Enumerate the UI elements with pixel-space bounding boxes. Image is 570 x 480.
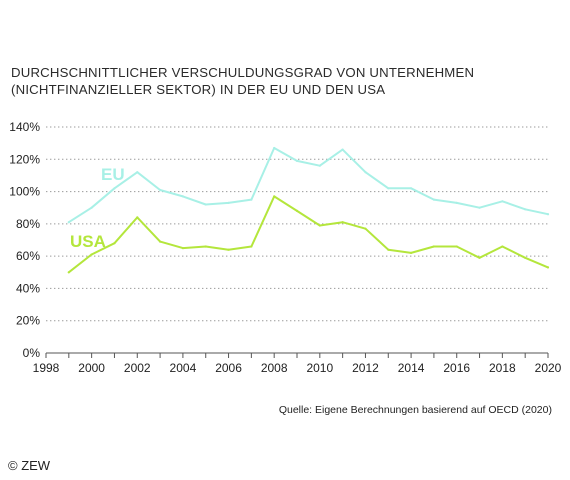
data-point-usa <box>250 245 253 248</box>
y-tick-label: 20% <box>16 314 40 328</box>
y-tick-label: 60% <box>16 249 40 263</box>
series-labels: EU USA <box>70 165 125 251</box>
x-axis-tick-labels: 1998 2000 2002 2004 2006 2008 2010 2012 2014 2016… <box>33 361 562 375</box>
data-point-usa <box>432 245 435 248</box>
data-point-eu <box>204 203 207 206</box>
data-point-eu <box>318 164 321 167</box>
source-note: Quelle: Eigene Berechnungen basierend au… <box>278 404 552 416</box>
y-tick-label: 80% <box>16 217 40 231</box>
x-tick-label: 2012 <box>352 361 379 375</box>
series-lines <box>67 146 550 274</box>
data-point-usa <box>455 245 458 248</box>
data-point-eu <box>546 213 550 216</box>
chart-title-line-1: DURCHSCHNITTLICHER VERSCHULDUNGSGRAD VON… <box>11 65 475 80</box>
y-tick-label: 120% <box>9 152 40 166</box>
series-line-eu <box>67 147 549 224</box>
data-point-eu <box>159 188 162 192</box>
data-point-usa <box>341 221 344 224</box>
series-label-eu: EU <box>101 165 125 184</box>
x-axis <box>45 352 549 358</box>
data-point-usa <box>478 256 481 259</box>
data-point-usa <box>387 248 390 251</box>
data-point-eu <box>387 187 390 190</box>
data-point-usa <box>364 227 367 230</box>
data-point-usa <box>546 266 550 269</box>
data-point-usa <box>273 195 276 198</box>
data-point-eu <box>295 159 299 162</box>
data-point-eu <box>478 206 481 209</box>
y-axis-tick-labels: 0% 20% 40% 60% 80% 100% 120% 140% <box>9 120 40 360</box>
data-point-eu <box>432 198 435 201</box>
data-point-usa <box>67 271 70 274</box>
x-tick-label: 2018 <box>489 361 516 375</box>
x-tick-label: 2006 <box>215 361 242 375</box>
copyright: © ZEW <box>8 458 51 473</box>
x-tick-label: 2014 <box>398 361 425 375</box>
x-tick-label: 2008 <box>261 361 288 375</box>
series-line-usa <box>67 195 549 274</box>
data-point-eu <box>524 208 527 211</box>
chart-title-line-2: (NICHTFINANZIELLER SEKTOR) IN DER EU UND… <box>11 82 386 97</box>
data-point-eu <box>501 200 504 203</box>
x-tick-label: 2004 <box>170 361 197 375</box>
data-point-usa <box>159 240 162 243</box>
data-point-usa <box>501 245 504 248</box>
series-label-usa: USA <box>70 232 106 251</box>
data-point-eu <box>410 187 413 190</box>
x-tick-label: 2010 <box>306 361 333 375</box>
data-point-eu <box>455 201 458 204</box>
x-tick-label: 1998 <box>33 361 60 375</box>
data-point-eu <box>227 201 230 204</box>
x-tick-label: 2002 <box>124 361 151 375</box>
data-point-usa <box>318 224 321 227</box>
data-point-eu <box>341 148 344 151</box>
chart-title: DURCHSCHNITTLICHER VERSCHULDUNGSGRAD VON… <box>11 64 551 98</box>
data-point-eu <box>113 187 116 190</box>
y-tick-label: 0% <box>23 346 41 360</box>
data-point-eu <box>136 171 139 174</box>
data-point-usa <box>113 242 116 245</box>
data-point-eu <box>273 146 276 150</box>
data-point-usa <box>204 245 207 248</box>
gridlines <box>46 126 548 322</box>
data-point-eu <box>250 198 253 201</box>
data-point-eu <box>181 195 184 198</box>
data-point-usa <box>181 247 184 250</box>
x-tick-label: 2016 <box>443 361 470 375</box>
data-point-eu <box>364 171 367 174</box>
x-tick-label: 2020 <box>535 361 562 375</box>
y-tick-label: 140% <box>9 120 40 134</box>
data-point-eu <box>67 221 70 224</box>
data-point-usa <box>227 248 230 251</box>
data-point-eu <box>90 206 93 209</box>
y-tick-label: 40% <box>16 281 40 295</box>
data-point-usa <box>90 253 93 256</box>
data-point-usa <box>136 216 139 219</box>
y-tick-label: 100% <box>9 185 40 199</box>
x-tick-label: 2000 <box>78 361 105 375</box>
data-point-usa <box>295 209 299 212</box>
data-point-usa <box>410 251 413 254</box>
data-point-usa <box>524 256 527 259</box>
